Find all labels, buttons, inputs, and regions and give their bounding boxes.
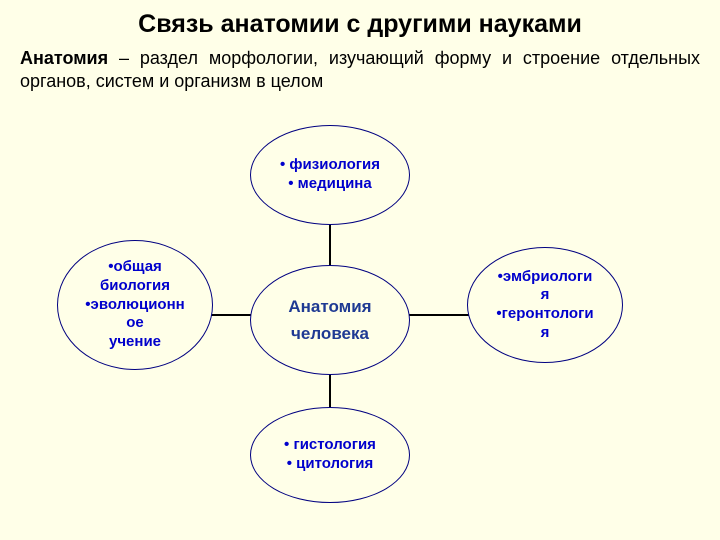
node-line: я	[541, 324, 550, 343]
node-line: •общая	[108, 258, 162, 277]
connector	[329, 223, 331, 268]
node-line: •эмбриологи	[498, 268, 593, 287]
center-label-2: человека	[291, 320, 369, 347]
node-line: •эволюционн	[85, 296, 184, 315]
node-line: ое	[126, 314, 144, 333]
subtitle: Анатомия – раздел морфологии, изучающий …	[0, 39, 720, 94]
node-line: я	[541, 286, 550, 305]
node-item: • физиология	[280, 156, 380, 175]
center-node: Анатомиячеловека	[250, 265, 410, 375]
connector	[329, 373, 331, 409]
satellite-node-top: • физиология• медицина	[250, 125, 410, 225]
subtitle-term: Анатомия	[20, 48, 108, 68]
page-title: Связь анатомии с другими науками	[0, 0, 720, 39]
connector	[408, 314, 470, 316]
node-item: • цитология	[287, 455, 374, 474]
node-line: биология	[100, 277, 170, 296]
node-item: • медицина	[288, 175, 371, 194]
center-label-1: Анатомия	[288, 293, 371, 320]
diagram: Анатомиячеловека • физиология• медицина •о…	[0, 110, 720, 540]
satellite-node-left: •общаябиология•эволюционноеучение	[57, 240, 213, 370]
satellite-node-right: •эмбриология•геронтология	[467, 247, 623, 363]
connector	[210, 314, 252, 316]
node-item: • гистология	[284, 436, 376, 455]
node-line: •геронтологи	[496, 305, 593, 324]
subtitle-rest: – раздел морфологии, изучающий форму и с…	[20, 48, 700, 91]
satellite-node-bottom: • гистология• цитология	[250, 407, 410, 503]
node-line: учение	[109, 333, 161, 352]
